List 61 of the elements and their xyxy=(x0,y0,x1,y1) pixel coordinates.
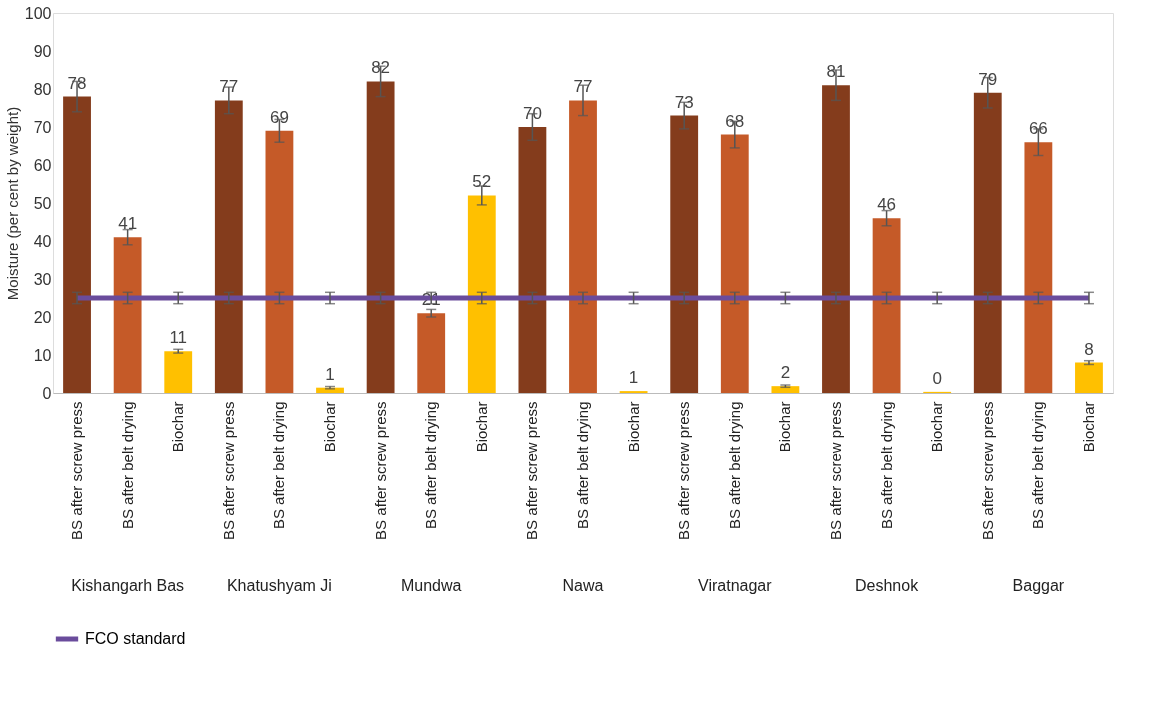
data-label: 8 xyxy=(1084,339,1094,359)
y-tick-label: 30 xyxy=(33,270,52,288)
data-label: 11 xyxy=(169,328,188,348)
x-tick-label: BS after belt drying xyxy=(1029,401,1047,530)
data-label: 52 xyxy=(472,172,492,192)
y-tick-label: 100 xyxy=(24,4,52,22)
x-tick-label: Biochar xyxy=(169,401,187,453)
data-label: 77 xyxy=(219,77,239,97)
data-label: 82 xyxy=(371,58,391,78)
x-tick-label: BS after screw press xyxy=(523,401,541,540)
legend-label: FCO standard xyxy=(85,630,186,647)
data-label: 1 xyxy=(628,368,639,388)
data-label: 1 xyxy=(325,364,335,384)
data-label: 79 xyxy=(978,69,998,89)
data-label: 73 xyxy=(674,92,694,112)
x-tick-label: BS after belt drying xyxy=(270,401,288,530)
text: Viratnagar xyxy=(698,577,773,594)
data-label: 70 xyxy=(522,104,542,123)
data-label: 46 xyxy=(877,195,897,215)
y-tick-label: 80 xyxy=(33,80,52,98)
data-label: 66 xyxy=(1028,119,1048,139)
data-label: 0 xyxy=(932,368,942,388)
x-tick-label: BS after screw press xyxy=(371,401,389,540)
data-label: 41 xyxy=(118,214,138,234)
x-tick-label: BS after belt drying xyxy=(725,401,743,530)
x-tick-label: BS after screw press xyxy=(68,401,86,540)
x-tick-label: BS after belt drying xyxy=(877,401,895,530)
y-tick-label: 40 xyxy=(33,232,52,250)
x-tick-label: BS after belt drying xyxy=(574,401,591,530)
y-tick-label: 70 xyxy=(33,118,52,136)
x-tick-label: Biochar xyxy=(1079,401,1097,453)
text: Kishangarh Bas xyxy=(71,577,185,594)
x-tick-label: BS after belt drying xyxy=(118,401,136,530)
y-tick-label: 50 xyxy=(33,194,52,212)
x-tick-label: BS after screw press xyxy=(826,401,844,540)
x-tick-label: BS after screw press xyxy=(675,401,693,540)
x-tick-label: Biochar xyxy=(624,401,642,453)
data-label: 68 xyxy=(725,111,745,131)
data-label: 69 xyxy=(269,107,289,127)
y-tick-label: 20 xyxy=(33,308,52,326)
x-tick-label: Biochar xyxy=(776,401,794,453)
y-tick-label: 60 xyxy=(33,156,52,174)
text: Mundwa xyxy=(400,577,462,594)
text: Baggar xyxy=(1012,577,1065,594)
data-label: 2 xyxy=(780,363,791,383)
y-axis-title: Moisture (per cent by weight) xyxy=(3,106,21,301)
text: Deshnok xyxy=(855,577,920,594)
data-label: 77 xyxy=(573,77,593,97)
text: Nawa xyxy=(562,577,604,594)
x-tick-label: Biochar xyxy=(928,401,946,453)
x-tick-label: BS after belt drying xyxy=(422,401,440,530)
x-tick-label: Biochar xyxy=(472,401,490,453)
data-label: 81 xyxy=(826,62,846,82)
y-tick-label: 0 xyxy=(42,384,52,402)
x-tick-label: BS after screw press xyxy=(978,401,996,540)
y-tick-label: 90 xyxy=(33,42,52,60)
x-tick-label: Biochar xyxy=(321,401,339,453)
text: Khatushyam Ji xyxy=(226,577,332,594)
data-label: 78 xyxy=(67,73,87,93)
y-tick-label: 10 xyxy=(33,346,52,364)
x-tick-label: BS after screw press xyxy=(219,401,237,540)
